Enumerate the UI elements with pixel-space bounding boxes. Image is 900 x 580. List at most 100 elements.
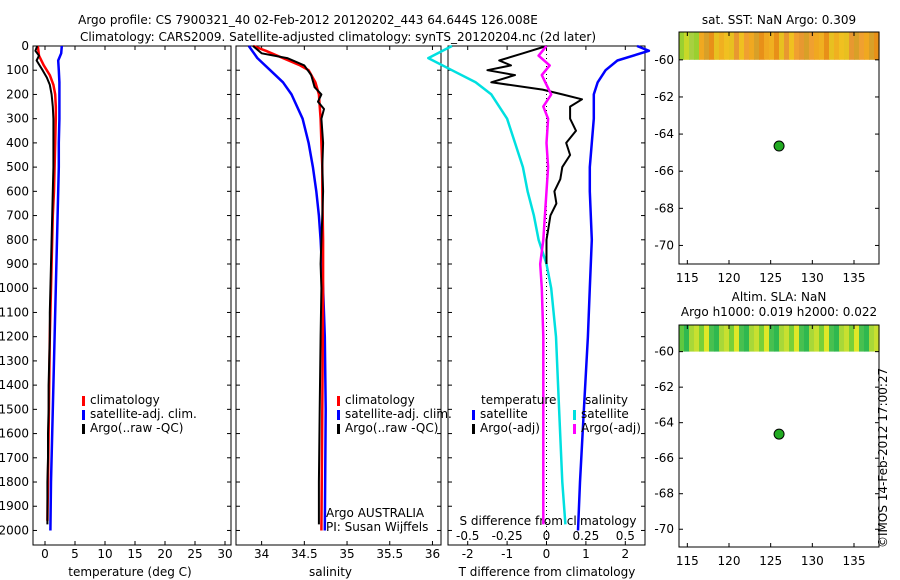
x-tick-label: 34.5: [291, 547, 318, 561]
map-cell: [859, 32, 865, 60]
series-argo-line: [34, 45, 55, 525]
map-cell: [709, 325, 715, 352]
x-tick-label: 130: [801, 554, 824, 568]
map-cell: [829, 32, 835, 60]
x-tick-label: 125: [759, 554, 782, 568]
x-tick-label-s: -0.25: [492, 529, 523, 543]
map-cell: [774, 325, 780, 352]
y-tick-label: 200: [6, 87, 29, 101]
map-cell: [719, 32, 725, 60]
x-tick-label: 1: [582, 547, 590, 561]
plot-frame: [235, 45, 442, 546]
y-tick-label: 1200: [0, 330, 29, 344]
legend-label: satellite: [480, 407, 528, 421]
y-tick-label: 1300: [0, 354, 29, 368]
legend-swatch: [337, 410, 340, 420]
map-cell: [694, 32, 700, 60]
map-cell: [789, 32, 795, 60]
y-tick-label: 100: [6, 63, 29, 77]
x-tick-label-s: -0.5: [456, 529, 479, 543]
map-frame: [678, 31, 880, 265]
legend-label: climatology: [90, 393, 160, 407]
map-cell: [719, 325, 725, 352]
y-tick-label: 1800: [0, 475, 29, 489]
map-cell: [804, 32, 810, 60]
x-tick-label: -1: [501, 547, 513, 561]
y-tick-label: -68: [654, 487, 674, 501]
legend-label: climatology: [345, 393, 415, 407]
x-axis-label-top: S difference from climatology: [460, 514, 637, 528]
x-tick-label: 10: [97, 547, 112, 561]
map-cell: [849, 32, 855, 60]
float-marker: [773, 428, 785, 440]
map-cell: [869, 32, 875, 60]
map-cell: [709, 32, 715, 60]
y-tick-label: -62: [654, 90, 674, 104]
map-cell: [724, 325, 730, 352]
legend-label: Argo(-adj): [581, 421, 641, 435]
x-tick-label: 115: [676, 271, 699, 285]
legend-swatch: [337, 396, 340, 406]
map-cell: [729, 325, 735, 352]
map-subtitle: Argo h1000: 0.019 h2000: 0.022: [681, 305, 877, 319]
map-title: sat. SST: NaN Argo: 0.309: [702, 13, 856, 27]
salinity-panel: 34 34.5 35 35.5 36 salinity climatologysatelli…: [235, 44, 452, 579]
map-cell: [734, 32, 740, 60]
map-cell: [779, 325, 785, 352]
map-cell: [834, 32, 840, 60]
y-tick-label: -64: [654, 416, 674, 430]
legend-swatch: [82, 410, 85, 420]
map-cell: [739, 325, 745, 352]
map-cell: [824, 325, 830, 352]
y-tick-label: 600: [6, 184, 29, 198]
map-cell: [759, 32, 765, 60]
y-tick-label: -64: [654, 127, 674, 141]
x-tick-label: 20: [157, 547, 172, 561]
series-climatology-line: [252, 44, 325, 531]
legend-label: Argo(-adj): [480, 421, 540, 435]
series-t-argo-line: [486, 45, 583, 264]
figure-subtitle: Climatology: CARS2009. Satellite-adjuste…: [80, 30, 596, 44]
map-cell: [729, 32, 735, 60]
map-cell: [874, 32, 880, 60]
y-tick-label: -60: [654, 345, 674, 359]
legend-swatch: [82, 396, 85, 406]
x-tick-label: 125: [759, 271, 782, 285]
map-cell: [869, 325, 875, 352]
annotation-line: PI: Susan Wijffels: [326, 520, 428, 534]
map-cell: [734, 325, 740, 352]
y-tick-label: 1600: [0, 427, 29, 441]
map-cell: [679, 32, 685, 60]
map-cell: [819, 32, 825, 60]
x-axis-label: T difference from climatology: [458, 565, 636, 579]
map-cell: [859, 325, 865, 352]
x-tick-label: 36: [425, 547, 440, 561]
map-cell: [799, 325, 805, 352]
legend-label: satellite-adj. clim.: [90, 407, 197, 421]
legend-label: satellite: [581, 407, 629, 421]
y-tick-label: 0: [21, 39, 29, 53]
map-cell: [769, 325, 775, 352]
series-s-satellite-line: [427, 44, 567, 525]
map-cell: [874, 325, 880, 352]
map-cell: [819, 325, 825, 352]
map-cell: [759, 325, 765, 352]
legend-swatch: [472, 410, 475, 420]
x-tick-label: 5: [71, 547, 79, 561]
y-tick-label: -60: [654, 53, 674, 67]
x-tick-label: 135: [843, 271, 866, 285]
y-tick-label: -68: [654, 201, 674, 215]
legend-label: Argo(..raw -QC): [345, 421, 438, 435]
difference-panel: -2 -1 0 1 2 -0.5 -0.25 0 0.25 0.5S difference fro…: [427, 44, 651, 579]
figure-title: Argo profile: CS 7900321_40 02-Feb-2012 …: [78, 13, 538, 27]
x-axis-label: salinity: [309, 565, 352, 579]
map-frame: [678, 324, 880, 548]
y-tick-label: 2000: [0, 523, 29, 537]
map-cell: [784, 32, 790, 60]
y-tick-label: 1500: [0, 402, 29, 416]
temperature-panel: 0100200300400500600700800900100011001200…: [0, 39, 233, 579]
credit-text: ©IMOS 14-Feb-2012 17:00:27: [876, 368, 890, 548]
y-tick-label: 800: [6, 233, 29, 247]
legend-swatch: [573, 410, 576, 420]
